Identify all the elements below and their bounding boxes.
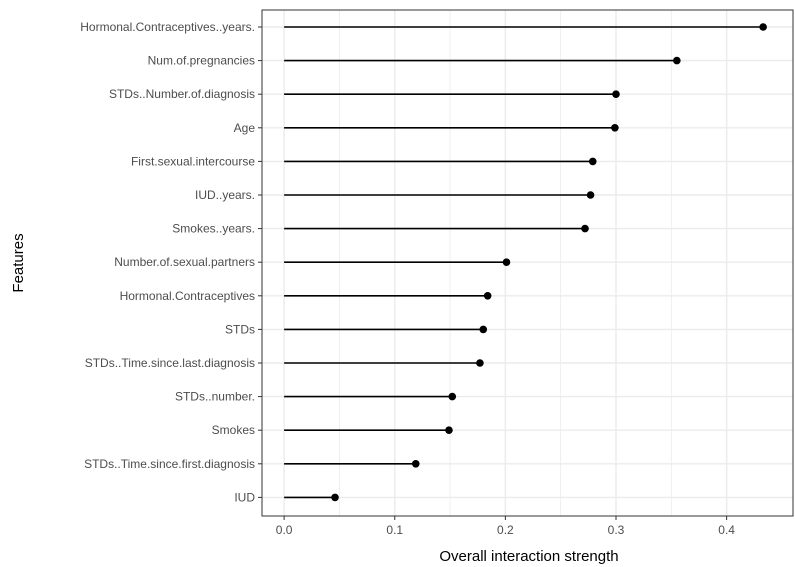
x-tick-label: 0.2 [497,523,514,537]
x-tick-label: 0.3 [608,523,625,537]
lollipop-point [331,493,339,502]
lollipop-point [612,90,620,98]
y-tick-label: Num.of.pregnancies [148,54,255,68]
lollipop-point [673,56,681,65]
lollipop-point [759,23,767,31]
y-tick-label: STDs [225,322,255,336]
y-tick-label: Hormonal.Contraceptives..years. [80,20,255,34]
lollipop-point [586,191,595,199]
y-tick-label: STDs..Time.since.last.diagnosis [85,356,255,370]
y-tick-label: Number.of.sexual.partners [114,255,255,269]
lollipop-point [479,325,488,334]
panel-border [261,9,794,517]
lollipop-point [445,426,453,435]
lollipop-point [483,292,492,300]
y-tick-label: Age [234,121,256,135]
y-tick-label: Hormonal.Contraceptives [120,289,255,303]
lollipop-point [581,224,589,233]
x-tick-label: 0.1 [386,523,403,537]
lollipop-point [476,359,484,367]
marks-layer [284,23,767,502]
lollipop-point [588,157,597,166]
y-tick-label: STDs..number. [175,390,255,404]
y-tick-label: IUD..years. [195,188,255,202]
y-tick-label: IUD [234,490,255,504]
y-tick-label: STDs..Time.since.first.diagnosis [84,457,255,471]
lollipop-point [411,460,420,468]
y-axis: Hormonal.Contraceptives..years. Num.of.pr… [80,20,262,504]
lollipop-point [448,392,457,401]
x-axis-title: Overall interaction strength [439,548,618,565]
lollipop-point [502,258,511,267]
y-tick-label: Smokes..years. [172,222,255,236]
lollipop-point [611,124,619,132]
y-tick-label: STDs..Number.of.diagnosis [109,87,255,101]
x-tick-label: 0.4 [718,523,735,537]
x-tick-label: 0.0 [276,523,293,537]
x-axis: 0.0 0.1 0.2 0.3 0.4 [276,516,735,537]
y-tick-label: Smokes [212,423,255,437]
y-tick-label: First.sexual.intercourse [131,154,255,168]
y-axis-title: Features [10,233,27,292]
